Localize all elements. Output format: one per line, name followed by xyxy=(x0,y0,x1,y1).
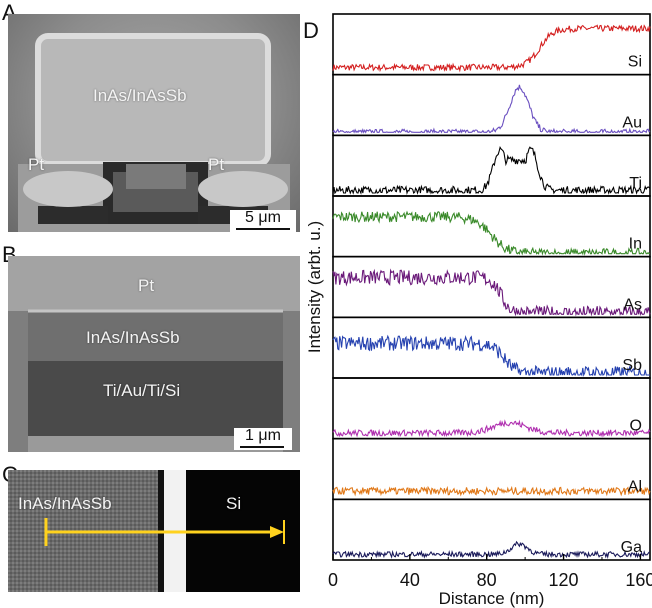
x-tick-label-80: 80 xyxy=(477,570,497,590)
panel-a-sem-image: InAs/InAsSb Pt Pt 5 μm xyxy=(8,14,300,232)
panel-b-sem-image: Pt InAs/InAsSb Ti/Au/Ti/Si 1 μm xyxy=(8,256,300,452)
series-line-ti xyxy=(332,146,651,196)
series-label-sb: Sb xyxy=(622,357,642,374)
series-line-sb xyxy=(332,334,650,378)
series-label-au: Au xyxy=(622,114,642,131)
subplot-frame-in xyxy=(332,195,651,258)
panel-a-label-pt-left: Pt xyxy=(28,155,45,174)
panel-b-label-tiauti: Ti/Au/Ti/Si xyxy=(103,381,181,400)
panel-a-label-pt-right: Pt xyxy=(208,155,225,174)
series-label-as: As xyxy=(623,296,642,313)
panel-c-sem-image: InAs/InAsSb Si xyxy=(8,470,300,592)
series-label-ga: Ga xyxy=(621,539,642,556)
y-axis-label: Intensity (arbt. u.) xyxy=(305,221,324,353)
series-label-al: Al xyxy=(628,478,642,495)
series-line-ga xyxy=(332,540,651,560)
panel-b-sem-drawing xyxy=(8,256,300,452)
panel-a-scalebar: 5 μm xyxy=(230,210,296,232)
panel-b-scalebar-line xyxy=(240,446,284,448)
series-label-ti: Ti xyxy=(629,175,642,192)
series-line-in xyxy=(332,210,650,256)
panel-a-scalebar-line xyxy=(236,228,290,230)
subplot-frame-au xyxy=(332,73,651,137)
x-axis-label: Distance (nm) xyxy=(439,589,545,608)
x-tick-label-160: 160 xyxy=(625,570,652,590)
panel-b-label-inas: InAs/InAsSb xyxy=(86,328,180,347)
panel-b-scalebar-text: 1 μm xyxy=(245,427,281,444)
subplot-frame-si xyxy=(332,13,651,76)
series-label-in: In xyxy=(629,236,642,253)
panel-c-label-si: Si xyxy=(226,494,242,513)
series-line-o xyxy=(332,419,651,438)
series-line-al xyxy=(332,485,651,497)
panel-a-scalebar-text: 5 μm xyxy=(245,209,281,226)
x-tick-label-120: 120 xyxy=(549,570,579,590)
series-line-au xyxy=(332,84,651,134)
subplot-frame-ga xyxy=(332,498,651,561)
panel-d-letter: D xyxy=(303,18,319,43)
panel-b-label-pt: Pt xyxy=(138,276,155,295)
x-tick-label-0: 0 xyxy=(328,570,338,590)
panel-b-scalebar: 1 μm xyxy=(234,428,292,450)
panel-c-label-inas: InAs/InAsSb xyxy=(18,494,112,513)
series-line-si xyxy=(332,24,651,73)
panel-c-sem-drawing xyxy=(8,470,300,592)
x-tick-label-40: 40 xyxy=(400,570,420,590)
series-line-as xyxy=(332,268,651,317)
series-label-si: Si xyxy=(628,54,642,71)
series-label-o: O xyxy=(630,418,642,435)
panel-a-label-inas: InAs/InAsSb xyxy=(93,86,187,105)
